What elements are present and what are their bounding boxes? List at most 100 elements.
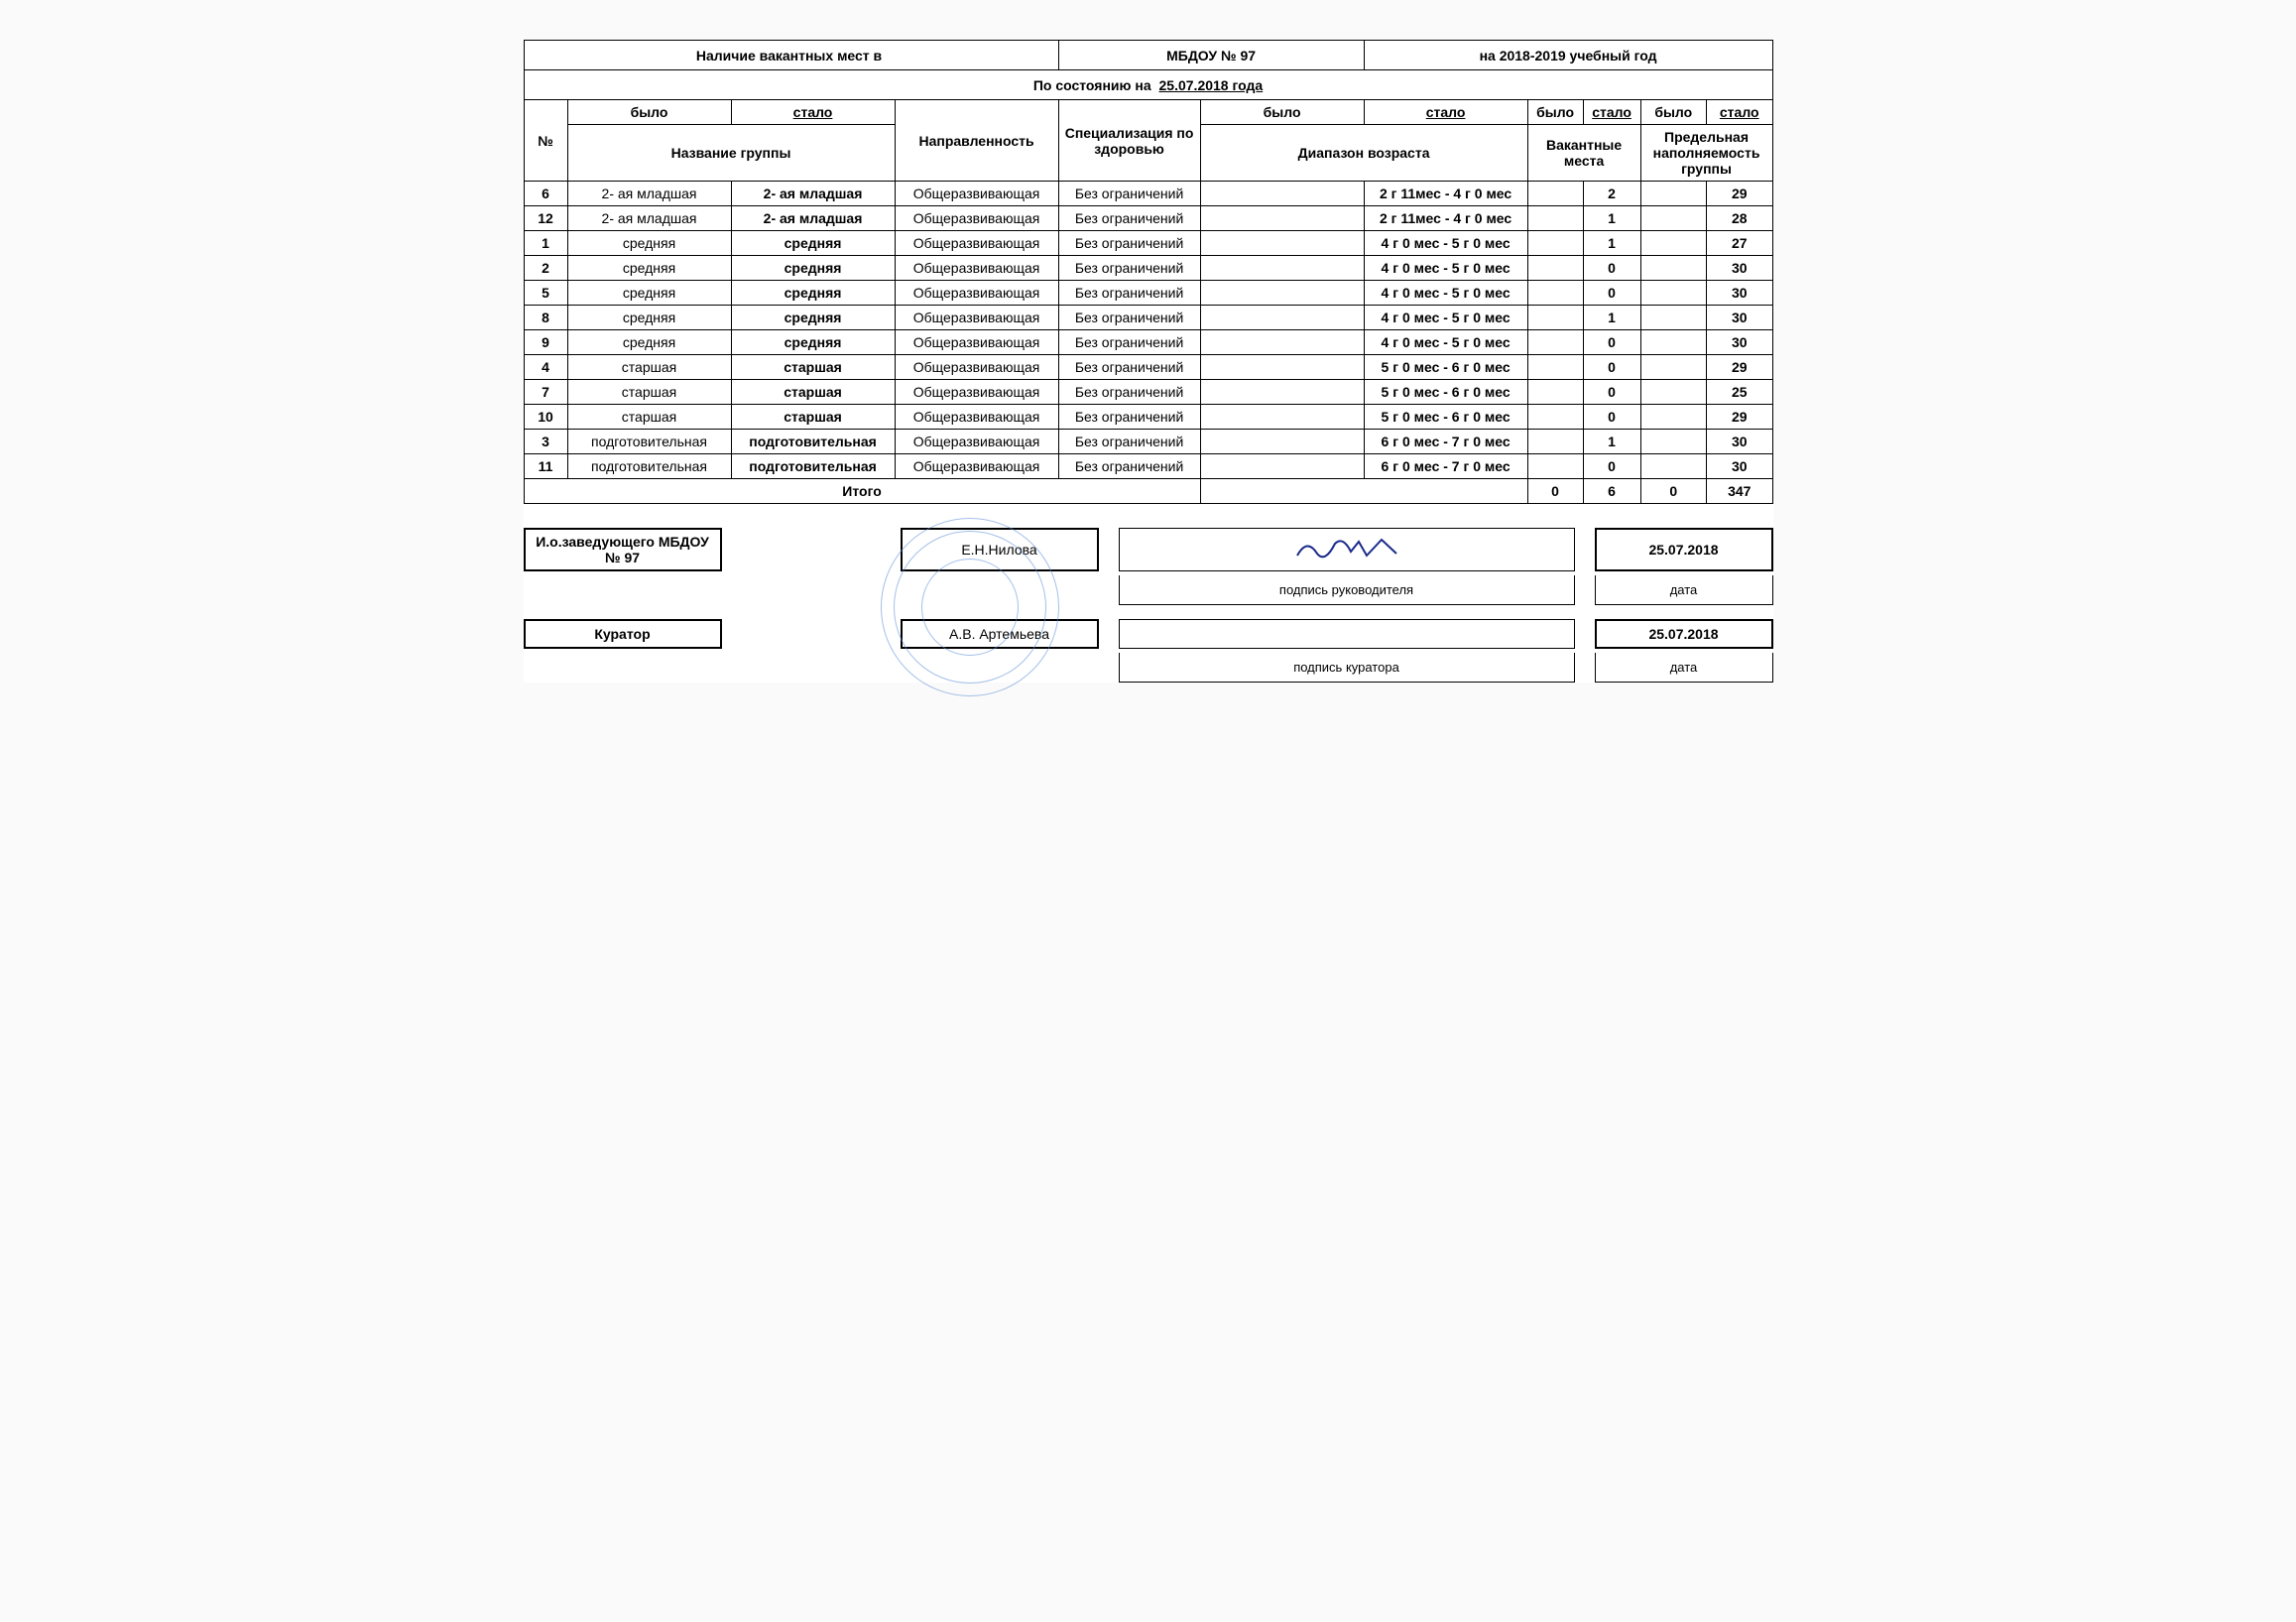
- col-age-became: стало: [1364, 100, 1527, 125]
- cell-cap_was: [1640, 306, 1706, 330]
- cell-name_became: подготовительная: [731, 430, 895, 454]
- cell-dir: Общеразвивающая: [895, 330, 1058, 355]
- cell-name_became: старшая: [731, 380, 895, 405]
- cell-vac_was: [1527, 405, 1583, 430]
- cell-name_became: 2- ая младшая: [731, 206, 895, 231]
- cell-cap_was: [1640, 256, 1706, 281]
- table-row: 5средняясредняяОбщеразвивающаяБез ограни…: [524, 281, 1772, 306]
- cell-cap_was: [1640, 231, 1706, 256]
- cell-vac_became: 2: [1583, 182, 1640, 206]
- cell-age_was: [1200, 306, 1364, 330]
- cell-spec: Без ограничений: [1058, 454, 1200, 479]
- head-sig-label: подпись руководителя: [1119, 575, 1575, 605]
- cell-dir: Общеразвивающая: [895, 380, 1058, 405]
- totals-age: [1200, 479, 1527, 504]
- cell-name_became: подготовительная: [731, 454, 895, 479]
- cell-name_became: средняя: [731, 256, 895, 281]
- cell-age_became: 5 г 0 мес - 6 г 0 мес: [1364, 405, 1527, 430]
- cell-name_became: старшая: [731, 405, 895, 430]
- cell-vac_was: [1527, 454, 1583, 479]
- cell-num: 6: [524, 182, 567, 206]
- cell-age_became: 4 г 0 мес - 5 г 0 мес: [1364, 281, 1527, 306]
- cell-spec: Без ограничений: [1058, 281, 1200, 306]
- cell-num: 1: [524, 231, 567, 256]
- cell-cap_was: [1640, 355, 1706, 380]
- cell-num: 9: [524, 330, 567, 355]
- cell-dir: Общеразвивающая: [895, 454, 1058, 479]
- cell-age_was: [1200, 380, 1364, 405]
- cell-cap_became: 30: [1706, 330, 1772, 355]
- cell-cap_became: 30: [1706, 256, 1772, 281]
- cell-num: 5: [524, 281, 567, 306]
- cell-vac_became: 0: [1583, 330, 1640, 355]
- cell-spec: Без ограничений: [1058, 380, 1200, 405]
- date-label-1: дата: [1595, 575, 1773, 605]
- cell-vac_was: [1527, 256, 1583, 281]
- cell-dir: Общеразвивающая: [895, 256, 1058, 281]
- cell-age_was: [1200, 330, 1364, 355]
- col-vac-was: было: [1527, 100, 1583, 125]
- table-row: 10старшаястаршаяОбщеразвивающаяБез огран…: [524, 405, 1772, 430]
- cell-age_became: 6 г 0 мес - 7 г 0 мес: [1364, 430, 1527, 454]
- col-vac-became: стало: [1583, 100, 1640, 125]
- org-name: МБДОУ № 97: [1058, 41, 1364, 70]
- cell-name_became: средняя: [731, 231, 895, 256]
- cell-age_became: 4 г 0 мес - 5 г 0 мес: [1364, 231, 1527, 256]
- curator-sig-label: подпись куратора: [1119, 653, 1575, 683]
- cell-vac_was: [1527, 355, 1583, 380]
- col-age-range: Диапазон возраста: [1200, 125, 1527, 182]
- cell-cap_was: [1640, 454, 1706, 479]
- col-age-was: было: [1200, 100, 1364, 125]
- cell-name_became: средняя: [731, 330, 895, 355]
- cell-age_was: [1200, 231, 1364, 256]
- cell-name_became: средняя: [731, 306, 895, 330]
- cell-spec: Без ограничений: [1058, 206, 1200, 231]
- col-capacity: Предельная наполняемость группы: [1640, 125, 1772, 182]
- signature-icon: [1287, 536, 1406, 563]
- cell-vac_was: [1527, 206, 1583, 231]
- status-label: По состоянию на: [1033, 77, 1151, 93]
- cell-name_became: средняя: [731, 281, 895, 306]
- cell-age_became: 2 г 11мес - 4 г 0 мес: [1364, 206, 1527, 231]
- cell-age_became: 4 г 0 мес - 5 г 0 мес: [1364, 256, 1527, 281]
- cell-num: 11: [524, 454, 567, 479]
- table-row: 9средняясредняяОбщеразвивающаяБез ограни…: [524, 330, 1772, 355]
- cell-vac_was: [1527, 182, 1583, 206]
- cell-age_was: [1200, 405, 1364, 430]
- head-date: 25.07.2018: [1595, 528, 1773, 571]
- col-name-became: стало: [731, 100, 895, 125]
- cell-dir: Общеразвивающая: [895, 206, 1058, 231]
- cell-vac_was: [1527, 380, 1583, 405]
- cell-age_was: [1200, 355, 1364, 380]
- cell-cap_was: [1640, 330, 1706, 355]
- cell-spec: Без ограничений: [1058, 330, 1200, 355]
- cell-age_was: [1200, 256, 1364, 281]
- col-name-was: было: [567, 100, 731, 125]
- cell-vac_became: 1: [1583, 306, 1640, 330]
- cell-vac_became: 1: [1583, 430, 1640, 454]
- cell-age_was: [1200, 454, 1364, 479]
- cell-vac_became: 0: [1583, 281, 1640, 306]
- table-row: 62- ая младшая2- ая младшаяОбщеразвивающ…: [524, 182, 1772, 206]
- table-row: 2средняясредняяОбщеразвивающаяБез ограни…: [524, 256, 1772, 281]
- cell-vac_became: 0: [1583, 380, 1640, 405]
- cell-vac_was: [1527, 306, 1583, 330]
- cell-age_became: 5 г 0 мес - 6 г 0 мес: [1364, 355, 1527, 380]
- cell-dir: Общеразвивающая: [895, 430, 1058, 454]
- col-group-name: Название группы: [567, 125, 895, 182]
- cell-cap_became: 30: [1706, 430, 1772, 454]
- cell-name_was: средняя: [567, 256, 731, 281]
- cell-cap_became: 29: [1706, 355, 1772, 380]
- totals-vac-was: 0: [1527, 479, 1583, 504]
- cell-name_was: средняя: [567, 330, 731, 355]
- cell-cap_was: [1640, 281, 1706, 306]
- cell-vac_became: 1: [1583, 206, 1640, 231]
- cell-name_was: старшая: [567, 380, 731, 405]
- cell-vac_became: 0: [1583, 256, 1640, 281]
- date-label-2: дата: [1595, 653, 1773, 683]
- cell-cap_became: 25: [1706, 380, 1772, 405]
- cell-name_was: средняя: [567, 281, 731, 306]
- cell-cap_became: 30: [1706, 281, 1772, 306]
- table-row: 7старшаястаршаяОбщеразвивающаяБез ограни…: [524, 380, 1772, 405]
- cell-dir: Общеразвивающая: [895, 231, 1058, 256]
